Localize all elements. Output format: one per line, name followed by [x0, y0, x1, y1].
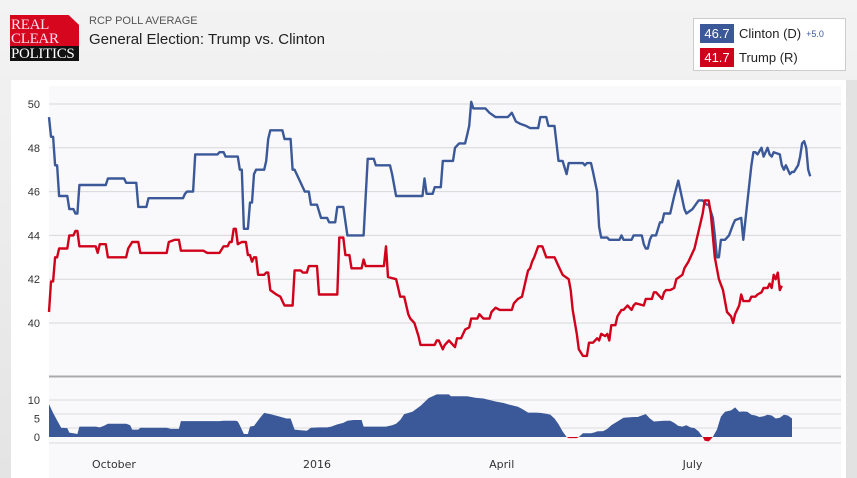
rcp-logo[interactable]: REAL CLEAR POLITICS — [10, 15, 79, 62]
chart-subtitle: RCP POLL AVERAGE — [89, 15, 198, 27]
series-line-clinton[interactable] — [47, 100, 812, 259]
y-tick-label: 44 — [28, 230, 40, 242]
legend-value-trump: 41.7 — [700, 48, 734, 67]
y-tick-label: 40 — [28, 318, 40, 330]
spread-area-positive — [49, 394, 792, 437]
legend-item-clinton[interactable]: 46.7 Clinton (D) +5.0 — [700, 24, 824, 43]
logo-line-2: CLEAR — [11, 31, 59, 47]
legend-label-trump: Trump (R) — [739, 50, 798, 65]
y-tick-label: 48 — [28, 143, 40, 155]
legend-value-clinton: 46.7 — [700, 24, 734, 43]
legend-label-clinton: Clinton (D) — [739, 26, 802, 41]
logo-line-3: POLITICS — [11, 46, 75, 62]
right-gutter — [846, 80, 857, 478]
logo-red-block — [10, 15, 79, 48]
x-tick-label: July — [682, 458, 703, 471]
series-line-trump[interactable] — [47, 199, 783, 358]
y-tick-label: 46 — [28, 187, 40, 199]
logo-black-block — [10, 46, 79, 61]
navigator-y-tick-label: 0 — [34, 432, 40, 444]
x-tick-label: 2016 — [303, 458, 331, 471]
y-tick-label: 50 — [28, 99, 40, 111]
chart-title: General Election: Trump vs. Clinton — [89, 31, 325, 48]
main-plot-area — [49, 86, 841, 376]
logo-line-1: REAL — [11, 17, 49, 33]
legend: 46.7 Clinton (D) +5.0 41.7 Trump (R) — [693, 18, 846, 71]
y-tick-label: 42 — [28, 274, 40, 286]
navigator-y-tick-label: 10 — [28, 395, 40, 407]
legend-item-trump[interactable]: 41.7 Trump (R) — [700, 48, 798, 67]
legend-spread: +5.0 — [806, 28, 824, 39]
x-tick-label: October — [92, 458, 136, 471]
navigator-y-tick-label: 5 — [34, 414, 40, 426]
x-tick-label: April — [489, 458, 514, 471]
